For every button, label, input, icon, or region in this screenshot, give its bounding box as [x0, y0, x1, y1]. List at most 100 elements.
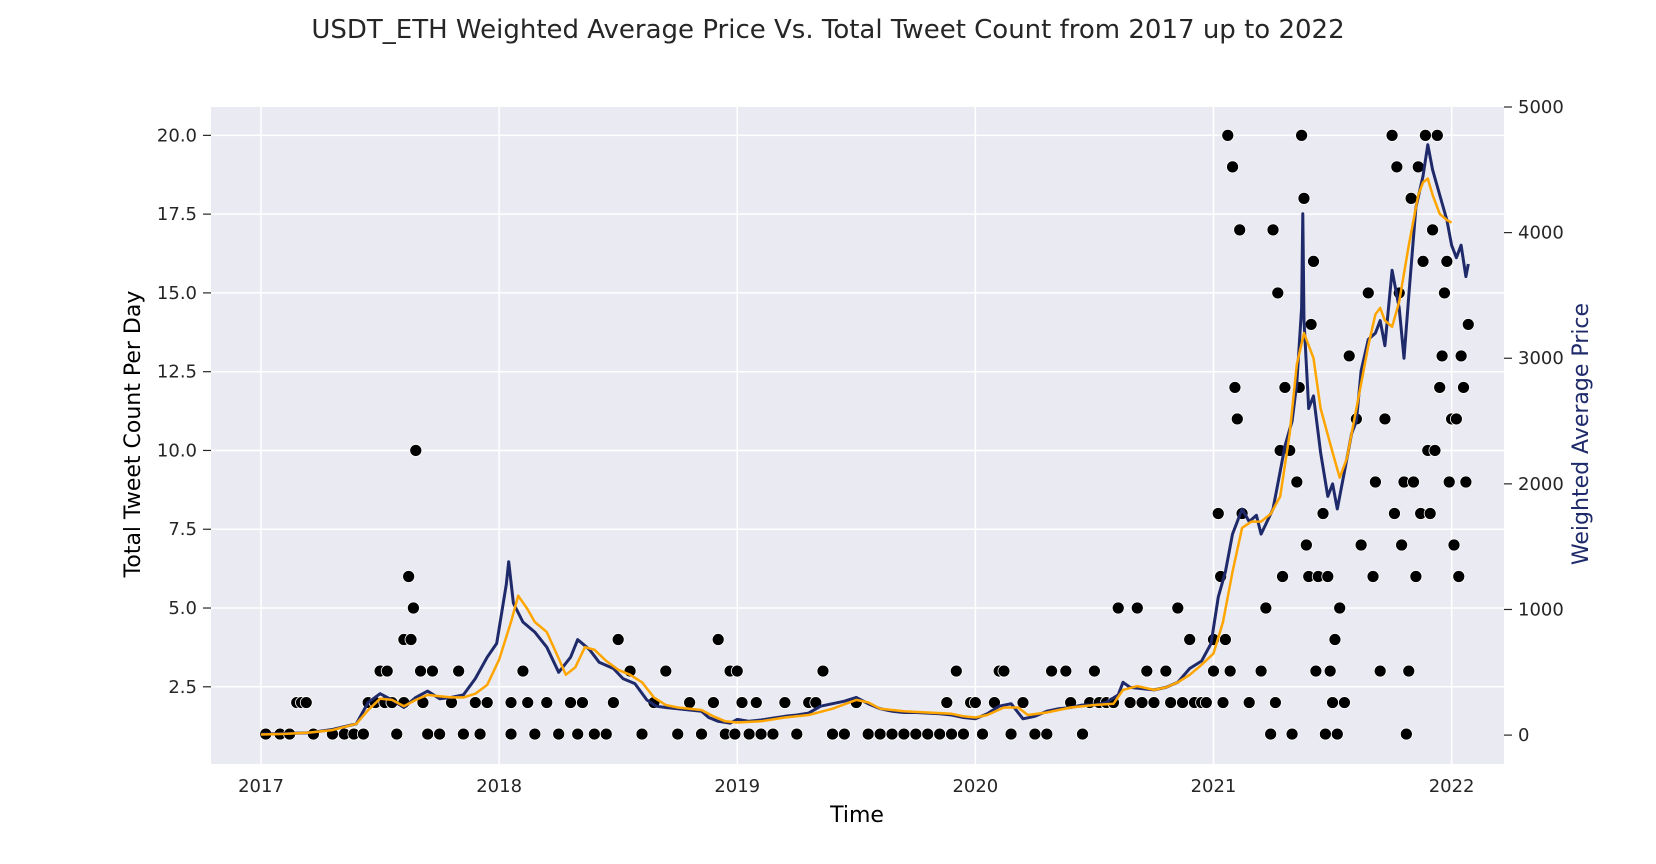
x-tick-label: 2017	[238, 776, 284, 797]
tweet-count-point	[735, 696, 749, 709]
tweet-count-point	[1111, 601, 1125, 615]
tweet-count-point	[1316, 507, 1330, 520]
tweet-count-point	[1254, 664, 1268, 678]
tweet-count-point	[1373, 664, 1387, 678]
tweet-count-point	[1330, 727, 1344, 741]
tweet-count-point	[1218, 633, 1232, 646]
tweet-count-point	[1438, 286, 1451, 300]
tweet-count-point	[1304, 318, 1318, 331]
tweet-count-point	[1430, 128, 1444, 142]
tweet-count-point	[1461, 318, 1475, 331]
tweet-count-point	[504, 727, 518, 741]
tweet-count-point	[1449, 412, 1463, 426]
tweet-count-point	[1004, 727, 1018, 741]
tweet-count-point	[404, 633, 418, 646]
y-right-tick-label: 3000	[1518, 348, 1564, 369]
tweet-count-point	[1388, 507, 1401, 520]
y-right-tick-label: 2000	[1518, 474, 1564, 495]
tweet-count-point	[607, 696, 620, 709]
tweet-count-point	[564, 696, 577, 709]
tweet-count-point	[1147, 696, 1161, 709]
y-left-tick-label: 17.5	[157, 204, 197, 225]
tweet-count-point	[1323, 664, 1337, 678]
tweet-count-point	[945, 727, 958, 741]
tweet-count-point	[1164, 696, 1178, 709]
tweet-count-point	[1442, 475, 1456, 489]
x-tick-label: 2019	[714, 776, 760, 797]
tweet-count-point	[1259, 601, 1273, 615]
tweet-count-point	[1426, 223, 1439, 237]
tweet-count-point	[711, 633, 725, 646]
tweet-count-point	[1307, 255, 1320, 268]
tweet-count-point	[742, 727, 756, 741]
tweet-count-point	[695, 727, 708, 741]
tweet-count-point	[1123, 696, 1137, 709]
tweet-count-point	[1452, 570, 1466, 583]
tweet-count-point	[1435, 349, 1449, 363]
tweet-count-point	[1361, 286, 1375, 300]
y-axis-right-label: Weighted Average Price	[1569, 303, 1594, 565]
tweet-count-point	[402, 570, 416, 583]
tweet-count-point	[1428, 444, 1442, 457]
tweet-count-point	[997, 664, 1011, 678]
y-left-tick-label: 5.0	[168, 598, 197, 619]
tweet-count-point	[1333, 601, 1347, 615]
x-axis-label: Time	[829, 803, 884, 828]
tweet-count-point	[921, 727, 935, 741]
tweet-count-point	[1159, 664, 1173, 678]
tweet-count-point	[1223, 664, 1237, 678]
tweet-count-point	[504, 696, 518, 709]
tweet-count-point	[480, 696, 494, 709]
tweet-count-point	[949, 664, 963, 678]
tweet-count-point	[873, 727, 887, 741]
tweet-count-point	[1297, 191, 1311, 205]
tweet-count-point	[1088, 664, 1101, 678]
tweet-count-point	[1176, 696, 1189, 709]
tweet-count-point	[1342, 349, 1356, 363]
tweet-count-point	[426, 664, 439, 678]
smoothed-price-line	[260, 177, 1453, 736]
tweet-count-point	[1216, 696, 1230, 709]
tweet-count-point	[861, 727, 875, 741]
tweet-count-point	[1233, 223, 1247, 237]
tweet-count-point	[1135, 696, 1149, 709]
tweet-count-point	[778, 696, 792, 709]
tweet-count-point	[1207, 664, 1220, 678]
tweet-count-point	[1016, 696, 1030, 709]
tweet-count-point	[1271, 286, 1285, 300]
tweet-count-point	[909, 727, 923, 741]
tweet-count-point	[540, 696, 554, 709]
tweet-count-point	[473, 727, 487, 741]
tweet-count-point	[683, 696, 697, 709]
tweet-count-point	[380, 664, 394, 678]
tweet-count-point	[1447, 538, 1461, 552]
y-left-tick-label: 2.5	[168, 677, 197, 698]
tweet-count-point	[356, 727, 370, 741]
tweet-count-point	[1140, 664, 1154, 678]
tweet-count-point	[414, 664, 427, 678]
tweet-count-point	[933, 727, 947, 741]
price-lines	[260, 143, 1470, 736]
tweet-count-point	[576, 696, 589, 709]
tweet-count-point	[1040, 727, 1054, 741]
tweet-count-point	[1299, 538, 1313, 552]
tweet-count-point	[468, 696, 482, 709]
tweet-count-point	[838, 727, 851, 741]
tweet-count-point	[1295, 128, 1308, 142]
tweet-count-point	[976, 727, 989, 741]
plot-area	[211, 107, 1504, 764]
x-tick-label: 2020	[952, 776, 998, 797]
tweet-count-point	[421, 727, 435, 741]
tweet-count-point	[1416, 255, 1430, 268]
tweet-count-point	[1171, 601, 1185, 615]
tweet-count-point	[1404, 191, 1418, 205]
tweet-count-point	[521, 696, 535, 709]
tweet-count-point	[611, 633, 625, 646]
tweet-count-point	[1028, 727, 1042, 741]
tweet-count-point	[1130, 601, 1144, 615]
tweet-count-point	[1395, 538, 1409, 552]
tweet-count-point	[1278, 381, 1292, 394]
tweet-count-point	[1433, 381, 1447, 394]
tweet-count-point	[940, 696, 954, 709]
